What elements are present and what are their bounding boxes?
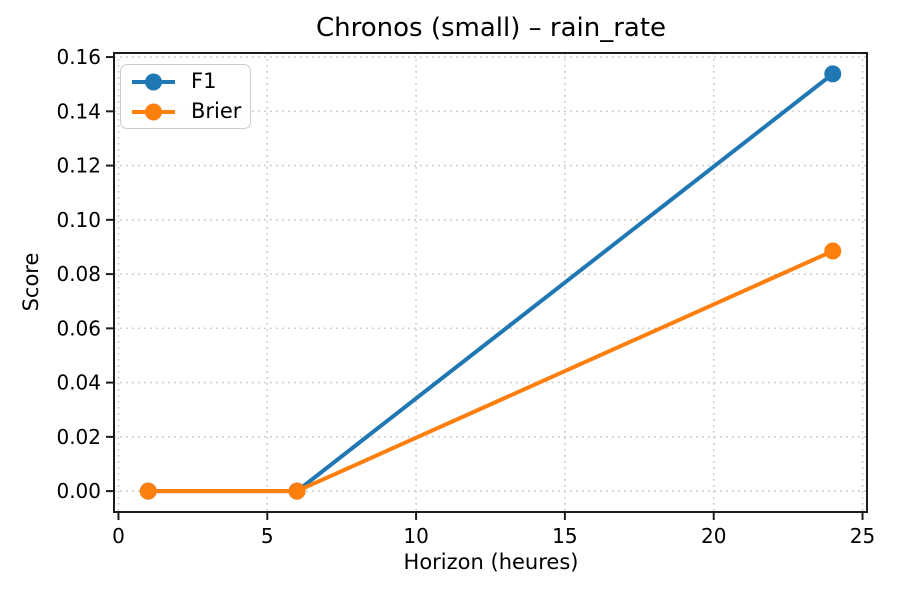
y-tick-label: 0.06	[56, 316, 101, 340]
x-tick-label: 10	[403, 524, 428, 548]
legend-item-f1: F1	[130, 69, 242, 94]
x-tick-label: 15	[552, 524, 577, 548]
legend-item-brier: Brier	[130, 99, 242, 124]
legend: F1 Brier	[120, 64, 251, 129]
y-tick-label: 0.02	[56, 425, 101, 449]
x-tick-label: 25	[850, 524, 875, 548]
series-layer	[139, 65, 842, 500]
series-line-brier	[148, 249, 834, 494]
data-point-f1-h24	[824, 65, 842, 83]
x-tick-label: 5	[261, 524, 274, 548]
y-tick-label: 0.10	[56, 208, 101, 232]
y-axis-label: Score	[19, 252, 43, 312]
axes-layer: 0 5 10 15 20 25 0.00 0.02 0.04 0.06 0.08 0.10 0.12 0.…	[56, 45, 875, 548]
y-tick-label: 0.16	[56, 45, 101, 69]
y-tick-label: 0.08	[56, 262, 101, 286]
x-axis-label: Horizon (heures)	[403, 550, 579, 574]
data-point-brier-h6	[288, 482, 306, 500]
series-line-f1	[148, 72, 835, 494]
y-tick-label: 0.14	[56, 99, 101, 123]
data-point-brier-h24	[824, 242, 842, 260]
legend-label: F1	[191, 69, 217, 93]
legend-line-marker-sample	[132, 103, 175, 120]
legend-label: Brier	[191, 99, 242, 123]
x-tick-label: 0	[112, 524, 125, 548]
y-tick-label: 0.12	[56, 154, 101, 178]
plot-border	[113, 52, 868, 513]
y-tick-label: 0.00	[56, 479, 101, 503]
legend-line-marker-sample	[132, 73, 175, 90]
y-tick-label: 0.04	[56, 371, 101, 395]
x-tick-label: 20	[701, 524, 726, 548]
chart-title: Chronos (small) – rain_rate	[315, 13, 667, 43]
data-point-brier-h1	[139, 482, 157, 500]
